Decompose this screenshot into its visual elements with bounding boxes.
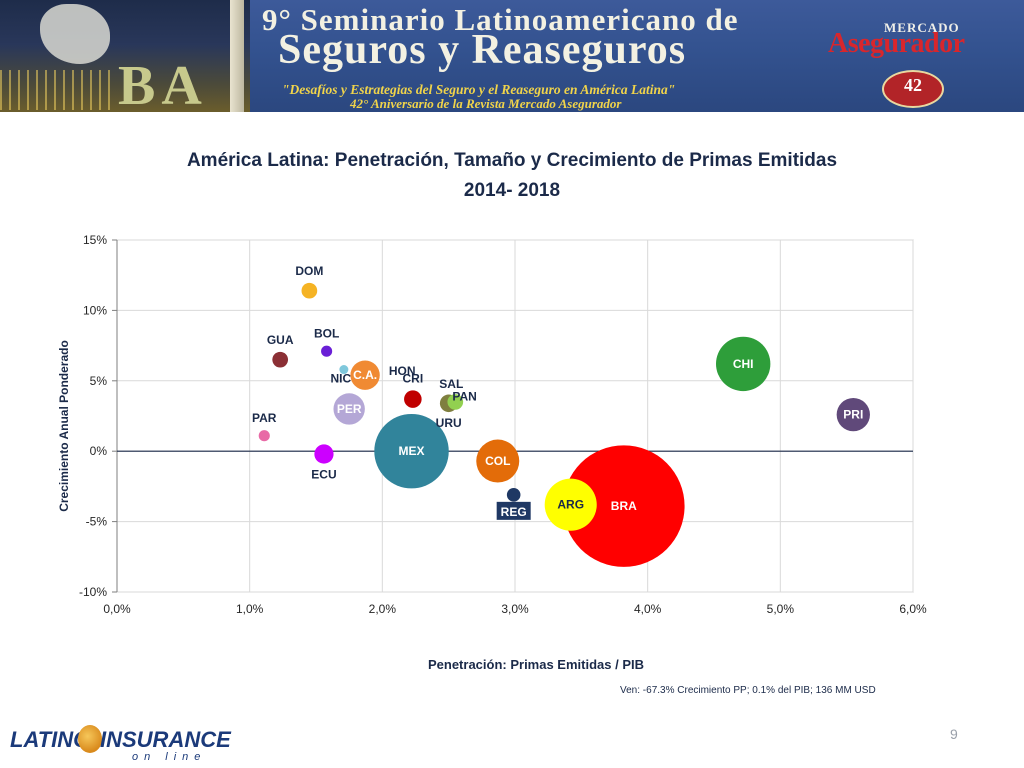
bubble-chi xyxy=(715,336,771,392)
bubble-per xyxy=(333,393,365,425)
latin-america-map-icon xyxy=(40,4,110,64)
bubble-mex xyxy=(374,413,449,489)
y-tick-label: 15% xyxy=(83,233,107,247)
y-tick-label: 10% xyxy=(83,303,107,317)
chart-bubbles xyxy=(258,282,870,567)
x-tick-label: 4,0% xyxy=(634,602,662,616)
banner-subtitle-line2: 42° Aniversario de la Revista Mercado As… xyxy=(350,96,622,111)
label-nic: NIC xyxy=(331,372,352,386)
venezuela-note: Ven: -67.3% Crecimiento PP; 0.1% del PIB… xyxy=(620,685,876,696)
bubble-reg xyxy=(506,488,521,502)
chart-grid xyxy=(116,239,914,593)
bubble-cri xyxy=(404,390,422,408)
label-uru: URU xyxy=(436,416,462,430)
label-col: COL xyxy=(485,454,510,468)
banner-title-line1: 9° Seminario Latinoamericano de xyxy=(262,2,739,37)
bubble-gua xyxy=(272,351,289,368)
label-arg: ARG xyxy=(557,498,584,512)
bubble-pri xyxy=(836,397,870,432)
x-tick-label: 6,0% xyxy=(899,602,927,616)
label-ca: C.A. xyxy=(353,368,377,382)
page-number: 9 xyxy=(950,726,958,742)
bubble-ecu xyxy=(314,444,334,464)
y-axis-title: Crecimiento Anual Ponderado xyxy=(57,340,71,512)
logo-text-online: on line xyxy=(132,751,207,763)
bubble-bra xyxy=(562,445,685,567)
label-pan: PAN xyxy=(452,390,476,404)
bubble-col xyxy=(476,439,520,483)
city-letters: BA xyxy=(118,55,208,112)
label-par: PAR xyxy=(252,411,277,425)
city-photo: BA xyxy=(0,0,250,112)
latino-insurance-logo: LATINO INSURANCE on line xyxy=(10,725,231,767)
bubble-nic xyxy=(339,365,349,375)
y-tick-label: 0% xyxy=(90,444,108,458)
label-gua: GUA xyxy=(267,333,294,347)
chart-title-line2: 2014- 2018 xyxy=(463,180,561,201)
x-tick-label: 0,0% xyxy=(103,602,131,616)
label-mex: MEX xyxy=(399,444,425,458)
reg-label-box xyxy=(496,501,531,520)
label-sal: SAL xyxy=(439,377,463,391)
label-dom: DOM xyxy=(295,264,323,278)
banner-subtitle-line1: "Desafíos y Estrategias del Seguro y el … xyxy=(282,82,676,97)
anniversary-badge-icon: 42 xyxy=(882,70,944,108)
obelisk-icon xyxy=(230,0,244,112)
x-axis-title: Penetración: Primas Emitidas / PIB xyxy=(428,657,644,672)
mercado-asegurador-logo: MERCADO Asegurador 42 xyxy=(826,20,1006,110)
y-tick-label: -10% xyxy=(79,585,107,599)
label-pri: PRI xyxy=(843,408,863,422)
x-tick-label: 3,0% xyxy=(501,602,529,616)
label-per: PER xyxy=(337,402,362,416)
label-reg: REG xyxy=(501,505,527,519)
logo-top-text: MERCADO xyxy=(884,20,960,35)
banner-title-line2: Seguros y Reaseguros xyxy=(278,27,687,73)
badge-number: 42 xyxy=(904,75,922,95)
bubble-dom xyxy=(301,282,318,299)
y-tick-label: -5% xyxy=(86,515,108,529)
seminar-banner: BA 9° Seminario Latinoamericano de Segur… xyxy=(0,0,1024,112)
label-hon: HON xyxy=(389,364,416,378)
globe-icon xyxy=(78,725,102,753)
logo-text-insurance: INSURANCE xyxy=(100,727,231,752)
x-tick-label: 2,0% xyxy=(369,602,397,616)
label-cri: CRI xyxy=(403,371,424,385)
x-tick-label: 5,0% xyxy=(767,602,795,616)
x-tick-label: 1,0% xyxy=(236,602,264,616)
label-bol: BOL xyxy=(314,327,339,341)
bubble-bol xyxy=(321,345,333,357)
chart-title-line1: América Latina: Penetración, Tamaño y Cr… xyxy=(186,150,838,171)
y-tick-label: 5% xyxy=(90,374,108,388)
label-ecu: ECU xyxy=(311,468,336,482)
label-chi: CHI xyxy=(733,357,754,371)
bubble-sal xyxy=(447,394,464,410)
bubble-ca xyxy=(350,360,380,390)
logo-main-text: Asegurador xyxy=(828,28,965,59)
bubble-arg xyxy=(544,478,597,531)
label-bra: BRA xyxy=(611,499,637,513)
logo-text-latino: LATINO xyxy=(10,727,91,752)
chart-title: América Latina: Penetración, Tamaño y Cr… xyxy=(0,146,1024,206)
bubble-par xyxy=(258,430,270,442)
